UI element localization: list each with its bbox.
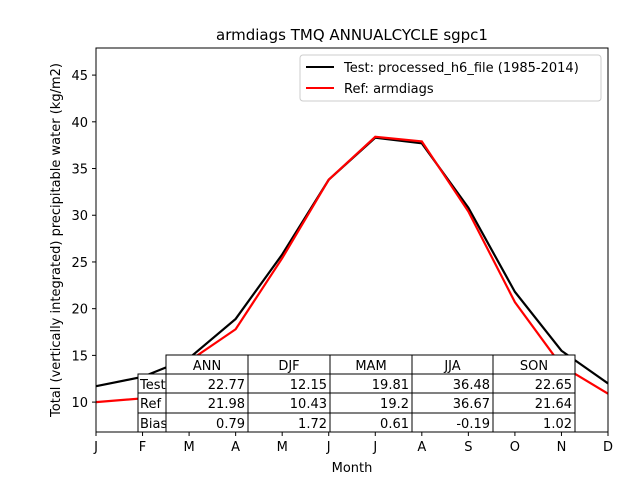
- table-header: JJA: [443, 359, 460, 374]
- series-line-test: [95, 136, 609, 388]
- x-axis-label: Month: [332, 461, 373, 476]
- y-tick-label: 10: [71, 396, 88, 411]
- chart-title: armdiags TMQ ANNUALCYCLE sgpc1: [216, 26, 488, 44]
- x-tick-label: M: [277, 440, 288, 455]
- table-value: 22.77: [208, 378, 245, 393]
- y-tick-label: 35: [71, 163, 88, 178]
- plot-frame: [95, 47, 609, 433]
- table-value: 0.79: [216, 417, 245, 432]
- table-row-label: Bias: [140, 417, 167, 432]
- y-axis-label: Total (vertically integrated) precipitab…: [49, 63, 64, 418]
- x-tick-label: J: [93, 440, 98, 455]
- table-header: SON: [520, 359, 548, 374]
- table-header: ANN: [193, 359, 221, 374]
- x-tick-label: F: [139, 440, 146, 455]
- x-tick-label: A: [417, 440, 426, 455]
- y-tick-label: 15: [71, 349, 88, 364]
- y-tick-label: 45: [71, 69, 88, 84]
- table-value: 36.48: [453, 378, 490, 393]
- y-tick-label: 20: [71, 303, 88, 318]
- table-row-label: Ref: [140, 397, 161, 412]
- table-value: 36.67: [453, 397, 490, 412]
- y-tick-label: 40: [71, 116, 88, 131]
- table-value: 12.15: [290, 378, 327, 393]
- table-header: DJF: [278, 359, 299, 374]
- table-value: 19.81: [372, 378, 409, 393]
- table-value: 21.98: [208, 397, 245, 412]
- x-tick-label: N: [557, 440, 567, 455]
- table-value: -0.19: [456, 417, 490, 432]
- table-value: 10.43: [290, 397, 327, 412]
- table-value: 19.2: [380, 397, 409, 412]
- table-value: 22.65: [535, 378, 572, 393]
- table-value: 21.64: [535, 397, 572, 412]
- table-header: MAM: [355, 359, 386, 374]
- x-tick-label: J: [326, 440, 331, 455]
- table-value: 0.61: [380, 417, 409, 432]
- x-tick-label: J: [372, 440, 377, 455]
- x-tick-label: D: [603, 440, 613, 455]
- table-row-label: Test: [139, 378, 166, 393]
- legend: Test: processed_h6_file (1985-2014) Ref:…: [299, 54, 602, 102]
- y-tick-label: 30: [71, 209, 88, 224]
- x-tick-label: A: [231, 440, 240, 455]
- x-tick-label: M: [183, 440, 194, 455]
- x-tick-label: O: [510, 440, 520, 455]
- y-tick-label: 25: [71, 256, 88, 271]
- x-tick-label: S: [464, 440, 472, 455]
- legend-label-ref: Ref: armdiags: [344, 82, 434, 97]
- table-value: 1.02: [543, 417, 572, 432]
- legend-label-test: Test: processed_h6_file (1985-2014): [343, 61, 579, 76]
- table-value: 1.72: [298, 417, 327, 432]
